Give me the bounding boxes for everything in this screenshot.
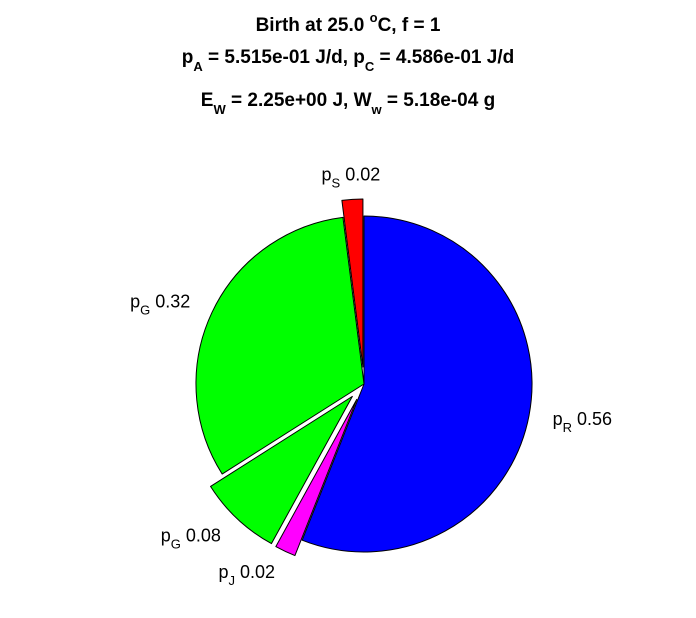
pie-slice-pS-5	[341, 198, 364, 368]
pie-slice-pR-1	[301, 215, 533, 553]
pie-labels: pR 0.56 pJ 0.02 pG 0.08 pG 0.32 pS 0.02	[130, 164, 612, 588]
slice-label-pR-1: pR 0.56	[553, 409, 612, 435]
title-line-1: Birth at 25.0 oC, f = 1	[256, 10, 441, 36]
title-line-3: EW = 2.25e+00 J, Ww = 5.18e-04 g	[201, 90, 495, 117]
pie-slice-pG-3	[210, 395, 353, 545]
slice-label-pG-4: pG 0.32	[130, 291, 190, 317]
pie-slice-pJ-2	[275, 398, 358, 557]
chart-title: Birth at 25.0 oC, f = 1 pA = 5.515e-01 J/…	[182, 10, 514, 117]
pie-slice-pG-4	[195, 216, 365, 475]
slice-label-pJ-2: pJ 0.02	[218, 562, 275, 588]
slice-label-pG-3: pG 0.08	[161, 525, 221, 551]
slice-label-pS-5: pS 0.02	[322, 164, 381, 190]
pie-slices	[195, 198, 533, 557]
title-line-2: pA = 5.515e-01 J/d, pC = 4.586e-01 J/d	[182, 47, 514, 74]
